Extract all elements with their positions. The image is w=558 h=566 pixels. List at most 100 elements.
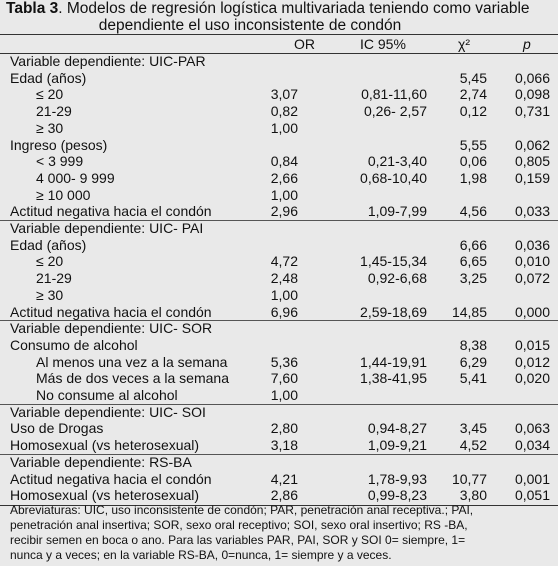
cell-chi: 1,98 (459, 169, 487, 186)
cell-ic: 0,26- 2,57 (363, 103, 427, 120)
cell-chi: 2,74 (459, 86, 487, 103)
cell-p: 0,010 (514, 253, 550, 270)
footnote-line: recibir semen en boca o ano. Para las va… (10, 533, 466, 547)
cell-chi: 3,80 (459, 487, 487, 504)
cell-ic: 1,44-19,91 (360, 353, 427, 370)
table-row: 21-29 2,48 0,92-6,68 3,25 0,072 (0, 270, 558, 287)
row-label: Actitud negativa hacia el condón (10, 303, 212, 320)
row-label: Al menos una vez a la semana (36, 353, 228, 370)
row-label: ≥ 30 (36, 119, 64, 136)
table-row: Al menos una vez a la semana 5,36 1,44-19,… (0, 354, 558, 371)
table-header: OR IC 95% χ² p (0, 36, 558, 53)
bottom-rule (0, 504, 558, 506)
cell-chi: 14,85 (451, 303, 487, 320)
table-row: Actitud negativa hacia el condón 6,96 2,59… (0, 304, 558, 321)
cell-p: 0,036 (514, 236, 550, 253)
cell-p: 0,015 (514, 336, 550, 353)
cell-or: 3,07 (270, 86, 298, 103)
title-text-line1: . Modelos de regresión logística multiva… (58, 0, 530, 17)
cell-or: 2,96 (270, 203, 298, 220)
cell-or: 6,96 (270, 303, 298, 320)
cell-chi: 5,41 (459, 370, 487, 387)
table-row: 4 000- 9 999 2,66 0,68-10,40 1,98 0,159 (0, 170, 558, 187)
table-row: Uso de Drogas 2,80 0,94-8,27 3,45 0,063 (0, 420, 558, 437)
table-row: Edad (años) 5,45 0,066 (0, 70, 558, 87)
cell-or: 5,36 (270, 353, 298, 370)
footnote-line: Abreviaturas: UIC, uso inconsistente de … (10, 503, 474, 517)
table-number: Tabla 3 (6, 0, 59, 17)
table-row: 21-29 0,82 0,26- 2,57 0,12 0,731 (0, 103, 558, 120)
cell-p: 0,805 (514, 153, 550, 170)
row-label: Consumo de alcohol (10, 336, 138, 353)
row-label: 4 000- 9 999 (36, 169, 115, 186)
cell-ic: 0,21-3,40 (367, 153, 427, 170)
table-row: ≤ 20 3,07 0,81-11,60 2,74 0,098 (0, 86, 558, 103)
header-rule (0, 53, 558, 54)
cell-p: 0,012 (514, 353, 550, 370)
cell-ic: 0,68-10,40 (360, 169, 427, 186)
row-label: Variable dependiente: UIC- PAI (10, 220, 204, 236)
cell-ic: 1,09-7,99 (367, 203, 427, 220)
row-label: Variable dependiente: UIC-PAR (10, 53, 206, 69)
cell-or: 7,60 (270, 370, 298, 387)
cell-p: 0,731 (514, 103, 550, 120)
table-row: Variable dependiente: UIC- PAI (0, 220, 558, 237)
cell-or: 1,00 (270, 387, 298, 403)
cell-or: 0,84 (270, 153, 298, 170)
table-row: < 3 999 0,84 0,21-3,40 0,06 0,805 (0, 153, 558, 170)
section-rule (0, 220, 558, 221)
row-label: ≥ 30 (36, 286, 64, 303)
table-title: Tabla 3. Modelos de regresión logística … (6, 0, 554, 34)
cell-p: 0,000 (514, 303, 550, 320)
cell-or: 2,48 (270, 270, 298, 287)
cell-ic: 2,59-18,69 (360, 303, 427, 320)
section-rule (0, 453, 558, 455)
table-row: Edad (años) 6,66 0,036 (0, 237, 558, 254)
row-label: Más de dos veces a la semana (36, 370, 229, 387)
cell-or: 4,72 (270, 253, 298, 270)
cell-ic: 0,94-8,27 (367, 420, 427, 437)
cell-or: 4,21 (270, 470, 298, 487)
section-rule (0, 403, 558, 405)
cell-p: 0,098 (514, 86, 550, 103)
cell-or: 1,00 (270, 286, 298, 303)
footnote: Abreviaturas: UIC, uso inconsistente de … (10, 503, 550, 563)
row-label: 21-29 (36, 270, 72, 287)
cell-chi: 8,38 (459, 336, 487, 353)
cell-chi: 0,12 (459, 103, 487, 120)
cell-or: 3,18 (270, 437, 298, 454)
table-row: ≥ 30 1,00 (0, 120, 558, 137)
table-row: ≥ 30 1,00 (0, 287, 558, 304)
row-label: Edad (años) (10, 236, 87, 253)
footnote-line: nunca y a veces; en la variable RS-BA, 0… (10, 548, 392, 562)
footnote-line: penetración anal insertiva; SOR, sexo or… (10, 518, 468, 532)
cell-or: 2,86 (270, 487, 298, 504)
cell-or: 2,66 (270, 169, 298, 186)
row-label: ≤ 20 (36, 253, 64, 270)
cell-chi: 5,55 (459, 136, 487, 153)
cell-p: 0,051 (514, 487, 550, 504)
cell-chi: 0,06 (459, 153, 487, 170)
cell-p: 0,001 (514, 470, 550, 487)
row-label: Uso de Drogas (10, 420, 104, 437)
table-row: Variable dependiente: UIC-PAR (0, 53, 558, 70)
top-rule (0, 34, 558, 35)
row-label: Actitud negativa hacia el condón (10, 203, 212, 220)
row-label: ≥ 10 000 (36, 186, 91, 203)
cell-chi: 4,56 (459, 203, 487, 220)
cell-chi: 10,77 (451, 470, 487, 487)
cell-p: 0,062 (514, 136, 550, 153)
cell-chi: 6,29 (459, 353, 487, 370)
table-row: Más de dos veces a la semana 7,60 1,38-41,… (0, 370, 558, 387)
row-label: Actitud negativa hacia el condón (10, 470, 212, 487)
header-ic: IC 95% (360, 36, 406, 52)
table-row: Homosexual (vs heterosexual) 3,18 1,09-9,2… (0, 437, 558, 454)
cell-p: 0,072 (514, 270, 550, 287)
cell-or: 2,80 (270, 420, 298, 437)
row-label: ≤ 20 (36, 86, 64, 103)
row-label: < 3 999 (36, 153, 84, 170)
cell-chi: 5,45 (459, 69, 487, 86)
table-row: Actitud negativa hacia el condón 4,21 1,78… (0, 471, 558, 488)
cell-p: 0,066 (514, 69, 550, 86)
row-label: Homosexual (vs heterosexual) (10, 437, 200, 454)
